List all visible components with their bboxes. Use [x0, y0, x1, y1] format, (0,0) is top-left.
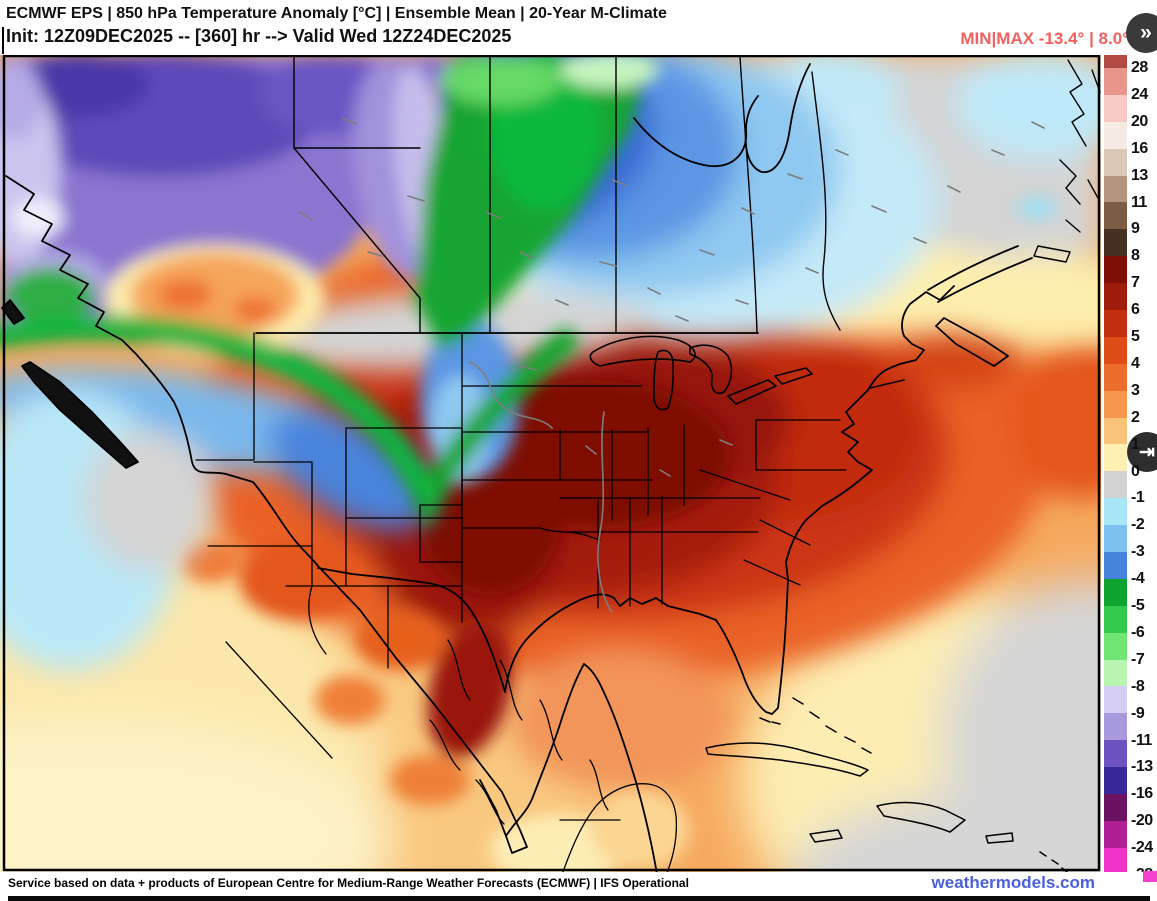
colorbar-strip	[1104, 55, 1127, 880]
colorbar-segment	[1104, 363, 1127, 391]
colorbar-label: -5	[1131, 597, 1145, 614]
colorbar-segment	[1104, 740, 1127, 768]
colorbar-label: 8	[1131, 247, 1140, 265]
colorbar-label: -2	[1131, 516, 1145, 534]
skip-to-end-button[interactable]: ⇥	[1127, 432, 1157, 472]
colorbar-segment	[1104, 605, 1127, 633]
clipped-colorbar-sliver	[1143, 871, 1157, 882]
temperature-field	[0, 55, 1101, 872]
map-borders	[1, 55, 1101, 872]
colorbar-label: 7	[1131, 274, 1140, 292]
colorbar-label: 9	[1131, 220, 1140, 238]
colorbar-label: -6	[1131, 623, 1145, 641]
colorbar-segment	[1104, 94, 1127, 122]
colorbar-segment	[1104, 525, 1127, 553]
colorbar-segment	[1104, 310, 1127, 337]
colorbar-segment	[1104, 686, 1127, 714]
colorbar-label: -4	[1131, 570, 1145, 588]
colorbar-segment	[1104, 552, 1127, 579]
colorbar-label: 5	[1131, 328, 1140, 345]
colorbar-label: 13	[1131, 166, 1148, 184]
colorbar-segment	[1104, 148, 1127, 176]
colorbar-label: 2	[1131, 408, 1140, 426]
colorbar-label: -9	[1131, 704, 1145, 722]
colorbar-label: 28	[1131, 59, 1148, 76]
colorbar-segment	[1104, 55, 1127, 68]
colorbar-segment	[1104, 578, 1127, 606]
colorbar-segment	[1104, 713, 1127, 741]
colorbar-label: 3	[1131, 381, 1140, 399]
colorbar-label: -11	[1131, 731, 1152, 749]
colorbar-label: 24	[1131, 85, 1148, 103]
footer-bar: Service based on data + products of Euro…	[0, 872, 1157, 896]
colorbar-label: 11	[1131, 193, 1147, 211]
bottom-divider	[8, 896, 1150, 901]
double-chevron-right-icon: »	[1140, 21, 1152, 44]
colorbar-label: -16	[1131, 785, 1153, 803]
colorbar-segment	[1104, 847, 1127, 875]
brand-link[interactable]: weathermodels.com	[931, 873, 1095, 892]
colorbar-segment	[1104, 175, 1127, 203]
colorbar-segment	[1104, 820, 1127, 848]
colorbar-label: -3	[1131, 543, 1145, 561]
colorbar-segment	[1104, 390, 1127, 418]
colorbar-segment	[1104, 632, 1127, 660]
colorbar-labels: 28 24 20 16 13 11 9 8 7 6 5 4 3 2 1 0 -1 -2 -3 -4 -5 -6 -7 -8 -9…	[1131, 55, 1157, 883]
map-canvas	[0, 55, 1101, 872]
colorbar-label: 6	[1131, 301, 1140, 319]
colorbar-segment	[1104, 336, 1127, 364]
colorbar-segment	[1104, 229, 1127, 257]
colorbar-label: 1	[1131, 435, 1140, 453]
colorbar-segment	[1104, 256, 1127, 284]
colorbar-segment	[1104, 121, 1127, 149]
init-valid-subtitle: Init: 12Z09DEC2025 -- [360] hr --> Valid…	[6, 26, 512, 46]
colorbar-segment	[1104, 659, 1127, 687]
attribution-text: Service based on data + products of Euro…	[8, 876, 689, 890]
colorbar-label: 4	[1131, 354, 1140, 372]
colorbar-segment	[1104, 498, 1127, 526]
colorbar-segment	[1104, 202, 1127, 230]
colorbar-label: 0	[1131, 462, 1140, 480]
colorbar-label: -1	[1131, 489, 1145, 507]
colorbar-segment	[1104, 68, 1127, 95]
colorbar-segment	[1104, 767, 1127, 795]
colorbar-label: -8	[1131, 677, 1145, 695]
colorbar-label: -7	[1131, 650, 1145, 668]
colorbar-segment	[1104, 283, 1127, 311]
colorbar-segment	[1104, 417, 1127, 445]
arrow-to-bar-icon: ⇥	[1139, 441, 1155, 463]
colorbar-segment	[1104, 794, 1127, 821]
collapse-panel-button[interactable]: »	[1126, 13, 1157, 53]
colorbar-label: 20	[1131, 112, 1148, 130]
colorbar-segment	[1104, 444, 1127, 472]
minmax-readout: MIN|MAX -13.4° | 8.0°	[960, 29, 1129, 48]
page-title: ECMWF EPS | 850 hPa Temperature Anomaly …	[6, 5, 667, 22]
colorbar-label: -24	[1131, 839, 1153, 857]
colorbar-label: -13	[1131, 758, 1153, 776]
frame-tick	[2, 27, 4, 54]
colorbar-label: 16	[1131, 139, 1148, 157]
colorbar-segment	[1104, 471, 1127, 499]
colorbar-label: -20	[1131, 812, 1153, 830]
anomaly-map-svg	[0, 55, 1101, 872]
